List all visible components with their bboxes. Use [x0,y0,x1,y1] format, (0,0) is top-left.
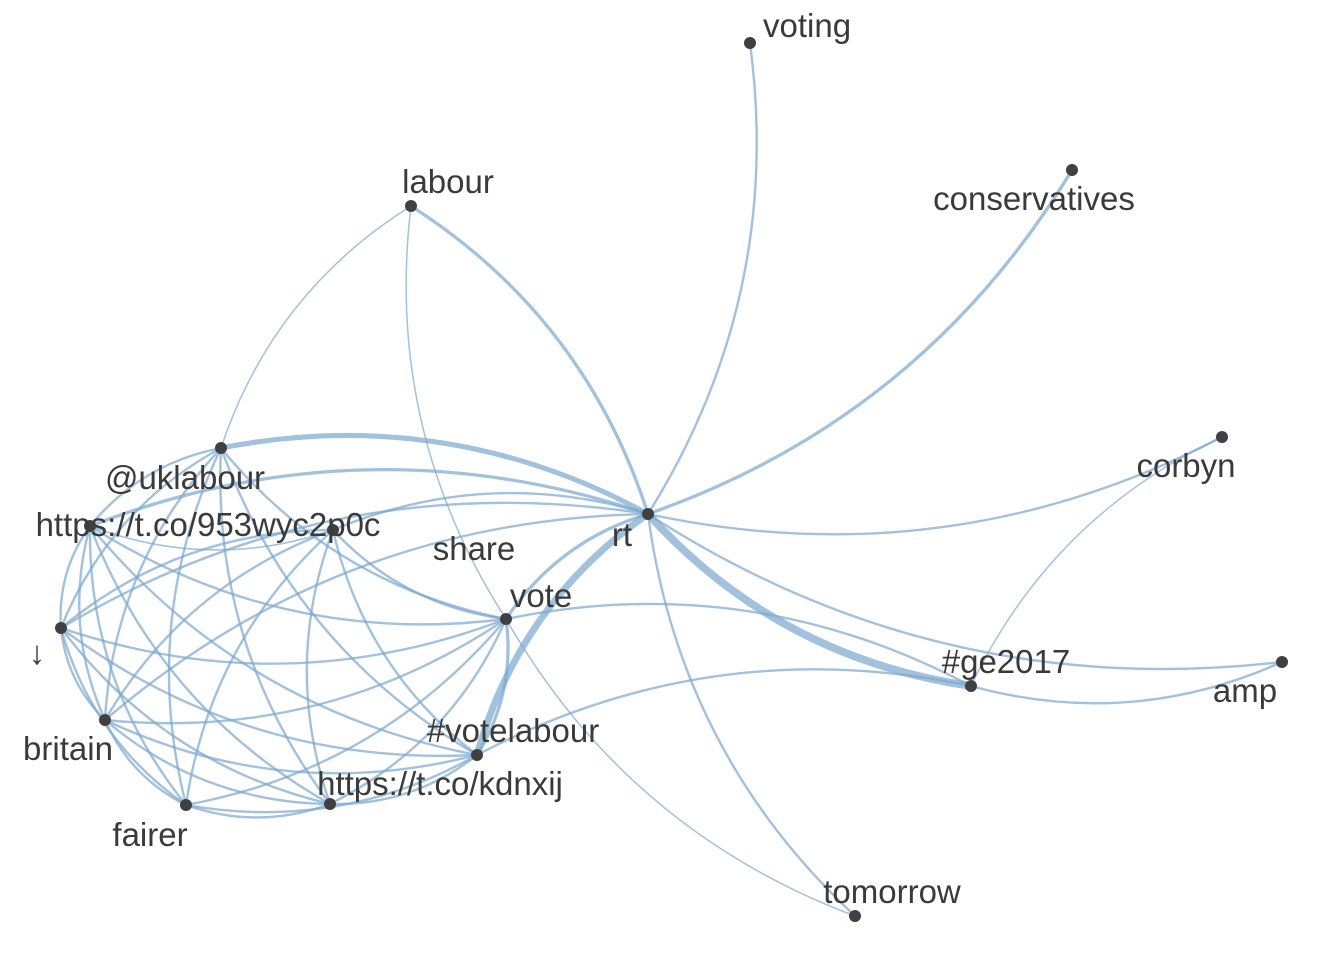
edge-britain-fairer [103,718,188,807]
edge-ge2017-amp [969,660,1284,705]
edge-uklabour-vote [219,446,508,621]
edge-share-arrow [59,528,335,630]
edge-rt-conservatives [646,168,1074,516]
node-label-url2: https://t.co/kdnxij [317,765,563,802]
node-tomorrow [849,910,861,922]
node-labour [405,200,417,212]
edge-labour-uklabour [220,205,412,449]
edge-url2-vote [328,617,508,806]
edge-labour-vote [405,205,507,620]
node-label-uklabour: @uklabour [105,459,265,496]
node-label-vote: vote [510,577,572,614]
node-layer [55,37,1288,922]
edge-rt-vote [504,512,650,621]
edge-uklabour-url1 [88,446,223,528]
edge-ge2017-vote [504,602,973,688]
edge-url1-share [89,525,334,551]
node-label-britain: britain [23,730,113,767]
node-vote [500,613,512,625]
edge-share-url2 [305,528,335,806]
edge-rt-britain [103,512,650,722]
edge-url1-fairer [88,524,188,807]
node-label-labour: labour [402,163,494,200]
node-label-fairer: fairer [112,816,187,853]
edge-votelabour-vote [475,617,510,757]
node-label-arrow: ↓ [29,634,46,671]
node-voting [744,37,756,49]
node-amp [1276,656,1288,668]
edge-rt-tomorrow [646,512,857,918]
node-votelabour [471,749,483,761]
edge-uklabour-fairer [167,446,223,807]
edge-fairer-vote [184,617,508,807]
edge-britain-votelabour [103,718,479,775]
edge-share-vote [331,528,508,621]
node-url2 [324,798,336,810]
edge-url1-vote [88,524,508,626]
edge-uklabour-url2 [219,446,332,806]
node-url1 [84,520,96,532]
edge-rt-voting [646,41,758,516]
node-label-url1: https://t.co/953wyc2p0c [36,506,381,543]
edge-rt-share [331,491,650,532]
edge-rt-votelabour [473,510,652,759]
node-label-amp: amp [1213,672,1277,709]
edge-share-votelabour [331,528,479,757]
edge-corbyn-ge2017 [970,436,1223,687]
edge-uklabour-arrow [59,446,223,630]
node-britain [99,714,111,726]
node-label-tomorrow: tomorrow [823,873,961,910]
edge-share-britain [103,528,335,722]
label-layer: voting conservatives labour corbyn @uklabour… [23,7,1277,910]
node-rt [642,508,654,520]
edge-url1-arrow [59,524,92,630]
edge-vote-tomorrow [505,618,856,917]
edge-rt-url1 [88,467,650,528]
edge-share-fairer [184,528,335,807]
node-conservatives [1066,164,1078,176]
edge-rt-uklabour [218,432,651,517]
node-label-corbyn: corbyn [1136,447,1235,484]
edge-url1-britain [78,524,107,722]
edge-rt-corbyn [646,435,1224,536]
node-label-voting: voting [763,7,851,44]
node-ge2017 [965,680,977,692]
edge-layer [59,41,1284,918]
edge-ge2017-votelabour [475,668,973,757]
node-arrow [55,622,67,634]
node-uklabour [215,442,227,454]
edge-britain-vote [103,617,508,725]
edge-fairer-votelabour [184,753,479,814]
edge-url1-votelabour [88,524,479,757]
edge-britain-url2 [103,718,332,806]
edge-arrow-vote [59,617,508,665]
edge-arrow-votelabour [59,626,479,758]
node-fairer [180,799,192,811]
node-label-ge2017: #ge2017 [942,643,1070,680]
node-label-votelabour: #votelabour [427,712,599,749]
node-label-conservatives: conservatives [933,180,1135,217]
node-label-share: share [433,530,516,567]
node-share [327,524,339,536]
edge-rt-labour [409,204,650,516]
node-label-rt: rt [612,516,632,553]
node-corbyn [1216,431,1228,443]
edge-rt-amp [646,512,1284,671]
edge-url2-votelabour [328,753,479,806]
edge-rt-arrow [59,501,650,630]
edge-uklabour-britain [103,446,223,722]
edge-uklabour-votelabour [219,446,479,757]
edge-arrow-url2 [59,626,332,806]
